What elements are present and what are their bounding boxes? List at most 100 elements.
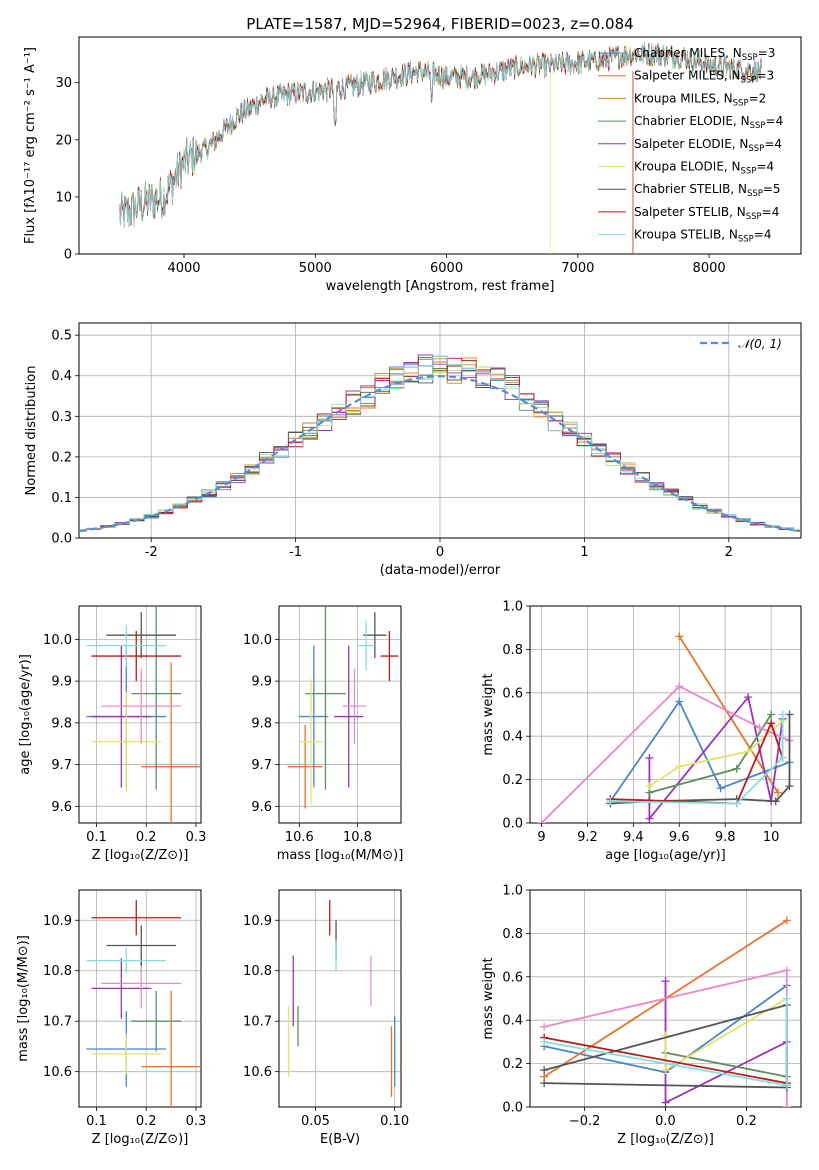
spectrum-frame xyxy=(78,36,802,255)
x-tick-label: 8000 xyxy=(693,261,726,276)
weight-marker xyxy=(645,782,654,791)
weight-marker xyxy=(540,1079,549,1088)
y-tick-label: 0 xyxy=(64,248,72,263)
y-tick-label: 10 xyxy=(55,190,72,205)
weight-marker xyxy=(675,682,684,691)
x-axis-label: age [log₁₀(age/yr)] xyxy=(605,848,726,863)
legend-label: Salpeter MILES, NSSP=3 xyxy=(634,69,774,86)
chart-title: PLATE=1587, MJD=52964, FIBERID=0023, z=0… xyxy=(246,15,633,33)
y-axis-label: mass weight xyxy=(481,673,496,755)
x-tick-label: 6000 xyxy=(430,261,463,276)
errorbar-point xyxy=(106,925,177,966)
y-tick-label: 9.7 xyxy=(51,758,72,773)
y-tick-label: 9.7 xyxy=(251,758,272,773)
y-tick-label: 10.0 xyxy=(43,633,72,648)
x-axis-label: mass [log₁₀(M/M⊙)] xyxy=(277,848,404,863)
weight-series xyxy=(606,710,787,808)
mass-weight-vs-age-frame xyxy=(529,605,802,824)
weight-marker xyxy=(767,710,776,719)
y-tick-label: 0.2 xyxy=(502,773,523,788)
weight-marker xyxy=(675,762,684,771)
errorbar-point xyxy=(305,606,346,790)
weight-marker xyxy=(774,788,783,797)
spectrum-series-line xyxy=(119,41,762,229)
weight-marker xyxy=(606,797,615,806)
mass-weight-vs-z-axes: −0.2 0.0 0.2 0.0 0.2 0.4 0.6 0.8 1.0 Z [log₁₀(Z/Z… xyxy=(481,884,801,1147)
errorbar-point xyxy=(380,631,399,682)
y-axis-label: age [log₁₀(age/yr)] xyxy=(18,654,33,775)
x-tick-label: 7000 xyxy=(561,261,594,276)
y-tick-label: 0.0 xyxy=(502,1101,523,1116)
x-tick-label: 0.10 xyxy=(380,1114,409,1129)
y-tick-label: 10.8 xyxy=(243,964,272,979)
histogram-line xyxy=(79,355,801,532)
x-axis-label: Z [log₁₀(Z/Z⊙)] xyxy=(92,1132,189,1147)
weight-marker xyxy=(744,747,753,756)
age-vs-mass-frame xyxy=(278,605,402,824)
y-tick-label: 0.0 xyxy=(51,532,72,547)
x-tick-label: 0.1 xyxy=(86,830,107,845)
x-tick-label: 9.8 xyxy=(715,830,736,845)
y-tick-label: 10.7 xyxy=(243,1015,272,1030)
errorbar-point xyxy=(101,668,182,744)
weight-marker xyxy=(645,814,654,823)
y-tick-label: 0.1 xyxy=(51,491,72,506)
x-tick-label: 9.4 xyxy=(623,830,644,845)
mass-weight-vs-z-frame xyxy=(529,889,802,1108)
y-tick-label: 10.9 xyxy=(43,914,72,929)
mass-vs-z-frame xyxy=(78,889,202,1108)
y-tick-label: 9.9 xyxy=(51,675,72,690)
x-tick-label: 4000 xyxy=(167,261,200,276)
legend-label: Salpeter ELODIE, NSSP=4 xyxy=(634,137,782,154)
x-tick-label: 5000 xyxy=(299,261,332,276)
y-axis-label: Flux [fλ10⁻¹⁷ erg cm⁻² s⁻¹ A⁻¹] xyxy=(23,47,38,244)
y-tick-label: 0.4 xyxy=(502,730,523,745)
weight-marker xyxy=(675,697,684,706)
y-tick-label: 9.6 xyxy=(51,800,72,815)
weight-marker xyxy=(767,719,776,728)
mass-vs-ebv-points xyxy=(287,900,396,1097)
spectrum-axes: 4000 5000 6000 7000 8000 0 10 20 30 wavelength [A… xyxy=(23,47,726,294)
x-tick-label: 0.2 xyxy=(136,1114,157,1129)
weight-marker xyxy=(732,764,741,773)
weight-line xyxy=(648,720,784,787)
weight-series xyxy=(540,994,791,1090)
y-tick-label: 0.6 xyxy=(502,970,523,985)
weight-line xyxy=(610,720,784,805)
y-tick-label: 10.9 xyxy=(243,914,272,929)
errorbar-point xyxy=(363,612,387,659)
x-tick-label: 0.3 xyxy=(186,830,207,845)
legend-label: Kroupa MILES, NSSP=2 xyxy=(634,91,766,108)
y-tick-label: 9.8 xyxy=(51,716,72,731)
x-tick-label: -1 xyxy=(289,545,302,560)
y-tick-label: 1.0 xyxy=(502,884,523,899)
y-tick-label: 30 xyxy=(55,76,72,91)
normal-curve xyxy=(79,375,801,532)
x-tick-label: 9 xyxy=(537,830,545,845)
legend-label: Kroupa ELODIE, NSSP=4 xyxy=(634,160,774,177)
weight-series xyxy=(645,710,776,797)
y-tick-label: 0.0 xyxy=(502,817,523,832)
x-axis-label: wavelength [Angstrom, rest frame] xyxy=(326,279,555,294)
weight-marker xyxy=(732,799,741,808)
weight-line xyxy=(609,699,790,802)
weight-series xyxy=(661,1048,791,1081)
errorbar-point xyxy=(131,990,182,1052)
errorbar-point xyxy=(299,645,329,788)
mass-weight-vs-age-lines xyxy=(537,632,794,823)
y-axis-label: mass [log₁₀(M/M⊙)] xyxy=(16,935,31,1062)
mass-vs-ebv-frame xyxy=(278,889,402,1108)
y-tick-label: 20 xyxy=(55,133,72,148)
x-tick-label: 0.1 xyxy=(86,1114,107,1129)
legend-label: Chabrier ELODIE, NSSP=4 xyxy=(634,114,783,131)
y-tick-label: 1.0 xyxy=(502,600,523,615)
weight-line xyxy=(665,1051,787,1078)
x-tick-label: 1 xyxy=(580,545,588,560)
x-tick-label: 0.0 xyxy=(655,1114,676,1129)
y-tick-label: 0.5 xyxy=(51,329,72,344)
age-vs-mass-axes: 10.6 10.8 9.6 9.7 9.8 9.9 10.0 mass [log₁₀(M/M⊙… xyxy=(243,606,403,863)
mass-vs-ebv-axes: 0.05 0.10 10.6 10.7 10.8 10.9 E(B-V) xyxy=(243,890,409,1147)
weight-marker xyxy=(785,782,794,791)
histogram-line xyxy=(79,357,801,532)
